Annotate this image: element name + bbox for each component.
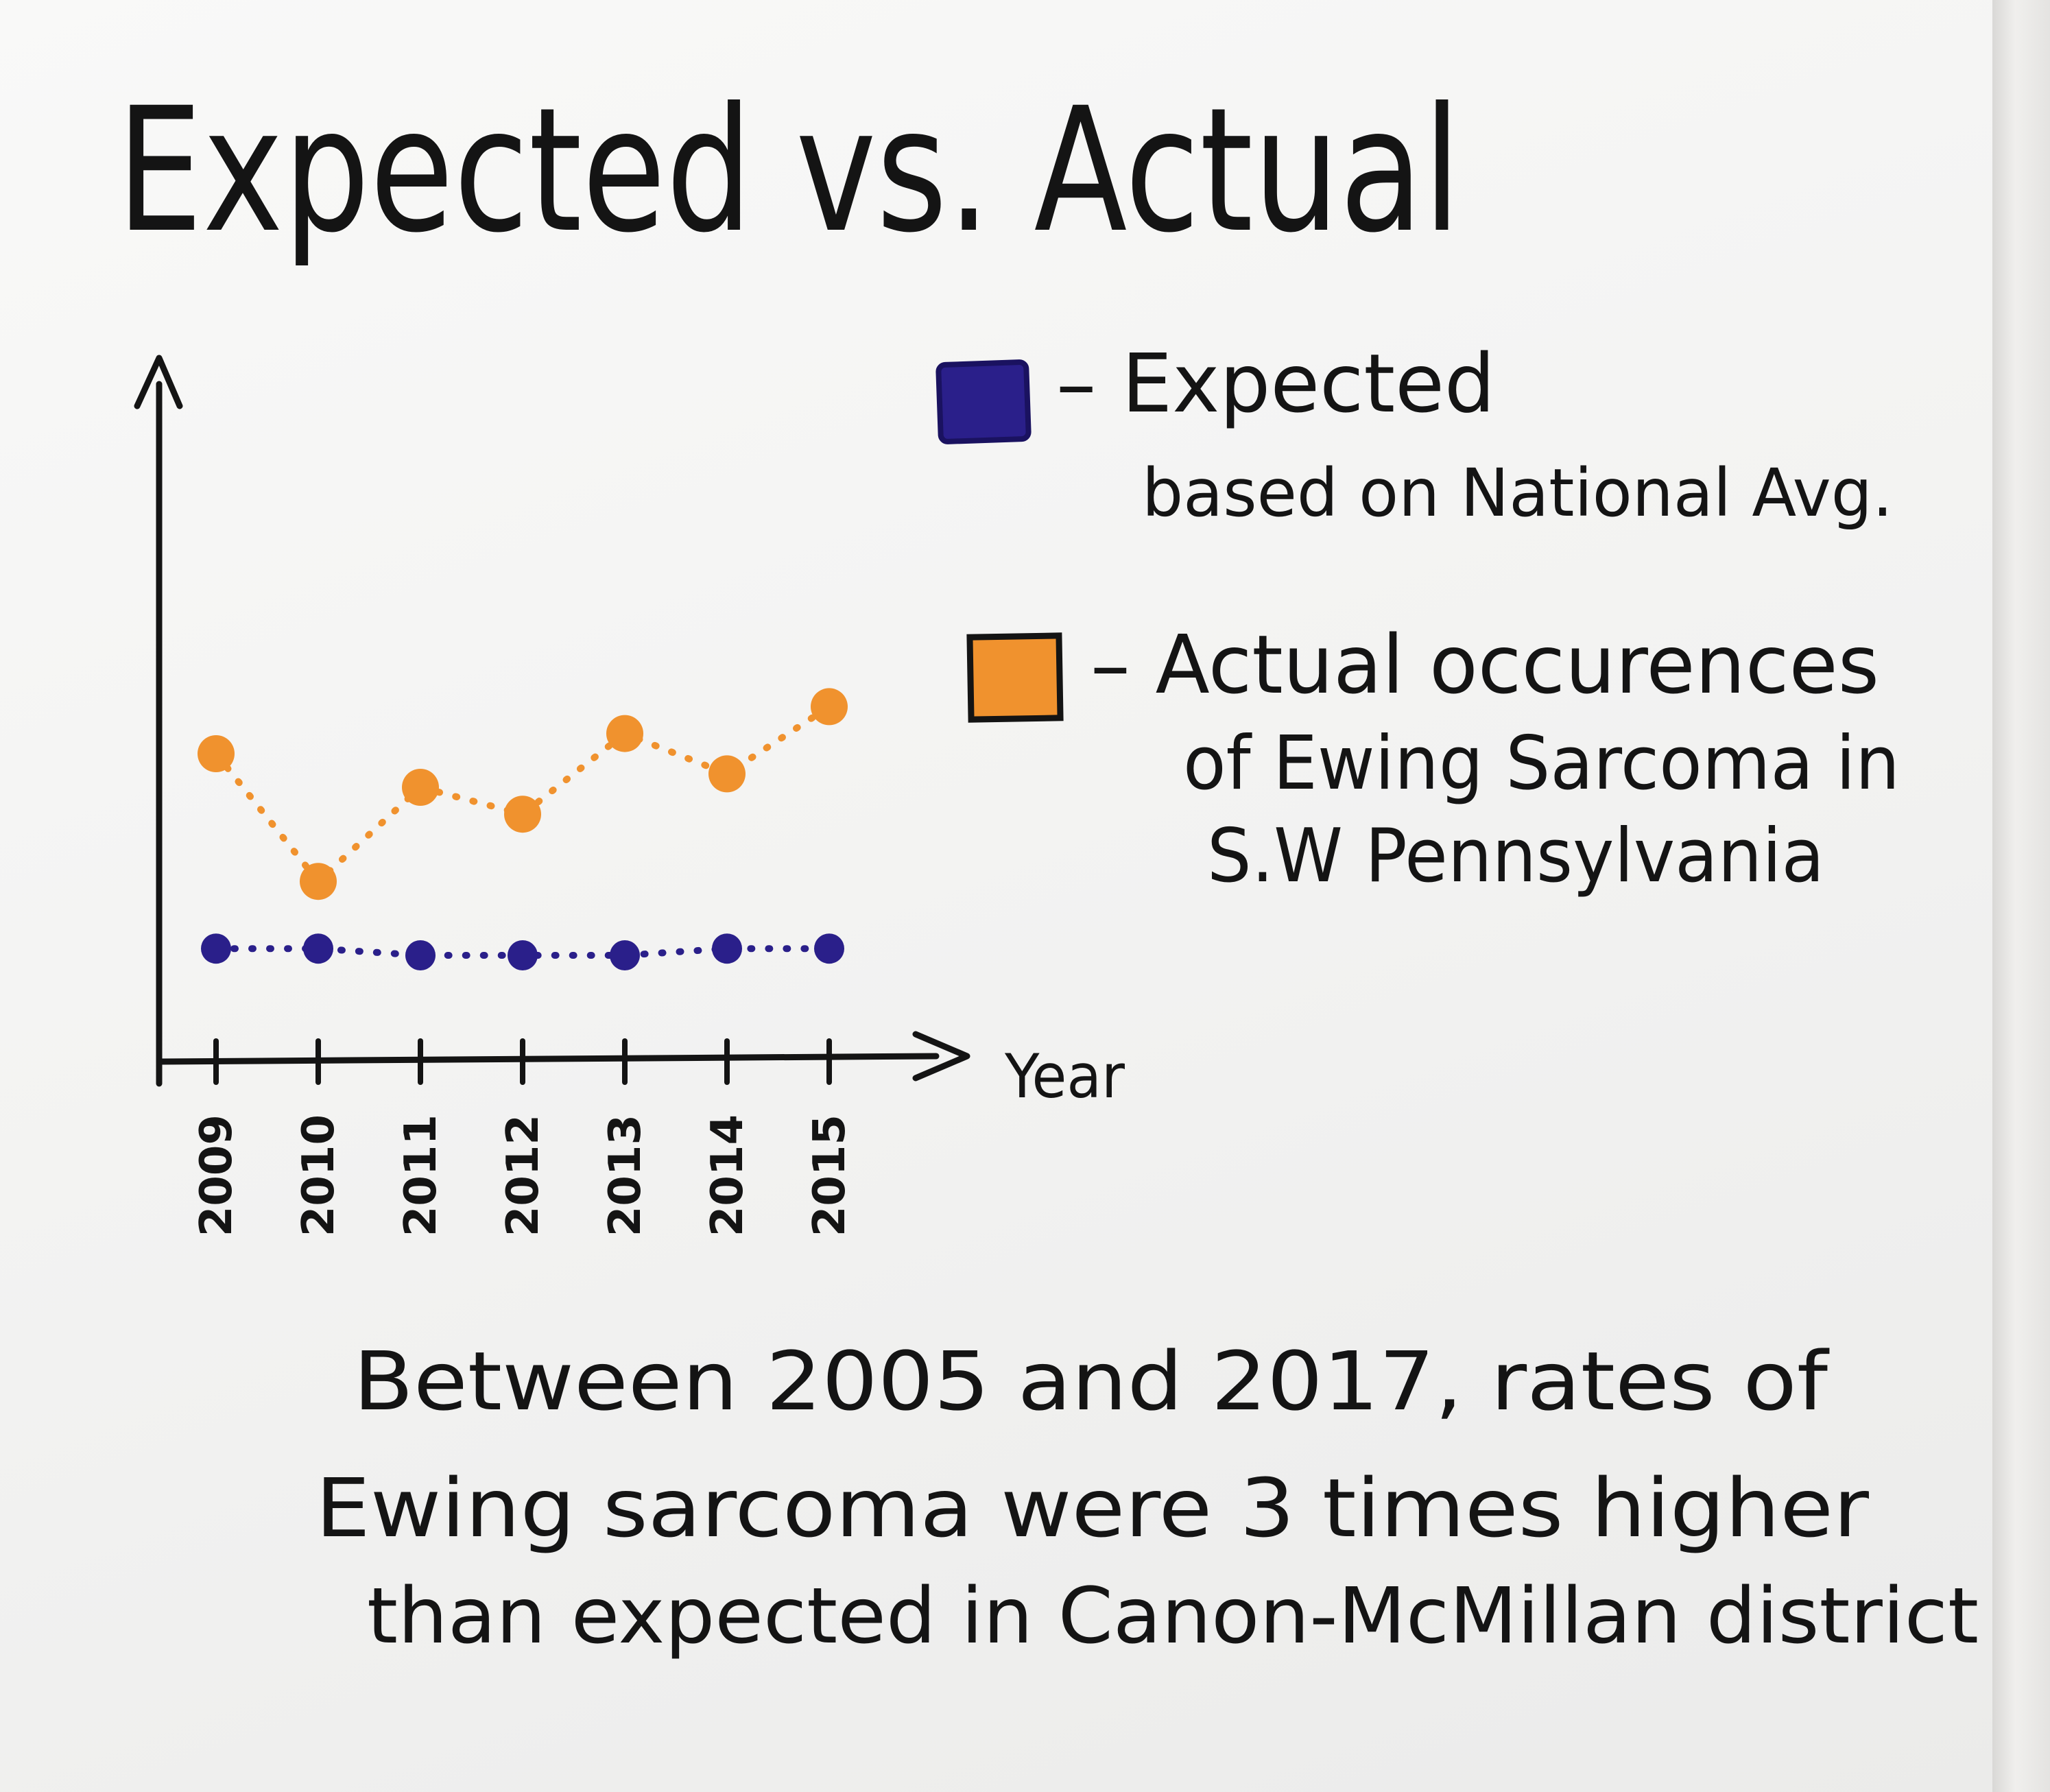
series-connector-1 (213, 703, 833, 887)
data-point-actual-2009 (198, 735, 235, 772)
data-point-expected-2013 (610, 940, 640, 970)
legend-actual-line1: – Actual occurences (1090, 617, 1879, 712)
legend-swatch-actual (966, 632, 1064, 723)
caption: Between 2005 and 2017, rates of Ewing sa… (315, 1334, 1979, 1661)
legend-expected-line2: based on National Avg. (1142, 455, 1893, 531)
caption-line1: Between 2005 and 2017, rates of (353, 1334, 1830, 1429)
data-point-actual-2011 (402, 769, 439, 806)
paper-page (0, 0, 1996, 1792)
legend: – Expected based on National Avg. – Actu… (935, 336, 1900, 899)
data-point-expected-2009 (201, 933, 231, 964)
x-axis-line (156, 1053, 940, 1065)
page-edge (1992, 0, 2050, 1792)
data-point-actual-2015 (811, 688, 848, 726)
data-point-expected-2011 (405, 940, 436, 970)
x-tick-label-2010: 2010 (294, 1114, 344, 1237)
data-point-actual-2012 (504, 796, 541, 833)
axes (134, 355, 970, 1087)
x-ticks: 2009 2010 2011 2012 2013 2014 2015 (191, 1038, 855, 1237)
x-tick-label-2013: 2013 (600, 1114, 651, 1237)
legend-actual-line2: of Ewing Sarcoma in (1183, 721, 1900, 807)
data-point-actual-2013 (606, 715, 643, 752)
x-axis-label: Year (1004, 1041, 1125, 1112)
x-tick-label-2014: 2014 (702, 1114, 753, 1237)
x-tick-label-2015: 2015 (804, 1114, 855, 1237)
data-point-actual-2014 (708, 755, 746, 793)
y-axis-arrowhead (134, 355, 183, 409)
series-expected (201, 933, 844, 970)
legend-swatch-expected (935, 359, 1032, 444)
x-tick-label-2009: 2009 (191, 1114, 242, 1237)
data-point-expected-2010 (303, 933, 333, 964)
data-point-actual-2010 (300, 863, 337, 900)
series-actual (198, 688, 848, 900)
chart-title: Expected vs. Actual (117, 71, 1461, 270)
x-axis-arrowhead (912, 1031, 970, 1082)
data-point-expected-2012 (508, 940, 538, 970)
x-tick-label-2011: 2011 (396, 1114, 446, 1237)
x-tick-label-2012: 2012 (498, 1114, 549, 1237)
legend-actual-line3: S.W Pennsylvania (1207, 813, 1824, 899)
data-point-expected-2015 (814, 933, 844, 964)
caption-line3: than expected in Canon-McMillan district (367, 1572, 1979, 1661)
legend-expected-line1: – Expected (1056, 336, 1495, 431)
data-point-expected-2014 (712, 933, 742, 964)
caption-line2: Ewing sarcoma were 3 times higher (315, 1461, 1870, 1555)
series (198, 688, 848, 970)
